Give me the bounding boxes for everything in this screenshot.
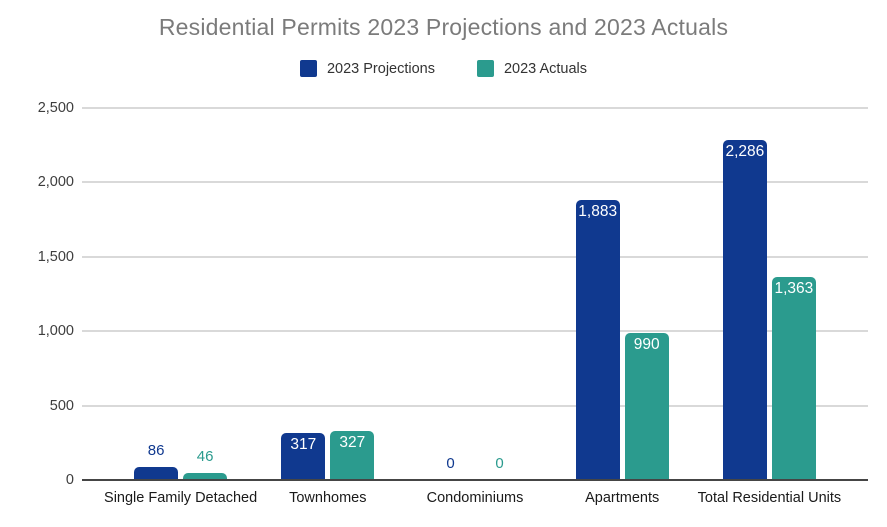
legend-swatch-icon (476, 60, 494, 77)
bar-group: 1,883 990 Apartments (549, 108, 696, 506)
bar-group: 0 0 Condominiums (401, 108, 548, 506)
bar-group: 317 327 Townhomes (254, 108, 401, 506)
bars-row: 86 46 Single Family Detached 317 327 Townhome… (82, 108, 868, 506)
bar-2023-actuals[interactable]: 1,363 (771, 277, 816, 480)
y-axis-tick-label: 1,500 (37, 248, 74, 265)
bar-2023-actuals[interactable]: 46 (183, 448, 228, 480)
x-axis-category-label: Townhomes (289, 490, 367, 506)
gridline (82, 107, 868, 109)
y-axis-tick-label: 1,000 (37, 323, 74, 340)
gridline (82, 330, 868, 333)
y-axis-tick-label: 2,500 (37, 100, 74, 116)
x-axis-category-label: Total Residential Units (697, 490, 842, 506)
bar-value-label: 86 (147, 442, 165, 460)
bar-group: 86 46 Single Family Detached (104, 108, 257, 506)
bar-2023-actuals[interactable]: 327 (330, 431, 375, 480)
legend-item[interactable]: 2023 Projections (299, 60, 435, 77)
chart-title: Residential Permits 2023 Projections and… (158, 14, 729, 40)
x-axis-category-label: Condominiums (426, 490, 524, 506)
x-axis-category-label: Single Family Detached (104, 490, 258, 506)
bar-2023-projections[interactable]: 86 (134, 442, 179, 480)
bar-value-label: 1,883 (578, 202, 618, 220)
bar-value-label: 327 (339, 434, 366, 452)
legend-label: 2023 Actuals (503, 60, 588, 77)
bar-2023-projections[interactable]: 2,286 (722, 139, 767, 480)
bar-2023-actuals[interactable]: 990 (624, 332, 669, 480)
bar-value-label: 0 (446, 455, 455, 472)
legend-label: 2023 Projections (326, 60, 435, 77)
bar-value-label: 1,363 (774, 280, 814, 298)
gridline (82, 181, 868, 184)
gridline (82, 255, 868, 258)
bar-value-label: 46 (196, 448, 214, 466)
legend: 2023 Projections 2023 Actuals (0, 60, 887, 77)
bar-2023-projections[interactable]: 1,883 (575, 199, 620, 480)
y-axis-tick-label: 0 (65, 472, 74, 488)
legend-item[interactable]: 2023 Actuals (476, 60, 588, 77)
bar-value-label: 2,286 (725, 142, 765, 160)
x-axis-category-label: Apartments (585, 490, 660, 506)
x-axis-line (82, 479, 868, 481)
bar-2023-projections[interactable]: 317 (281, 432, 326, 480)
bar-value-label: 317 (290, 435, 317, 453)
y-axis-tick-label: 500 (49, 397, 74, 414)
bar-value-label: 990 (633, 335, 660, 353)
plot-area: 0 500 1,000 1,500 2,000 2,500 86 46 Single Famil… (38, 100, 868, 506)
bar-value-label: 0 (495, 455, 504, 472)
legend-swatch-icon (299, 60, 317, 77)
gridline (82, 404, 868, 407)
y-axis-tick-label: 2,000 (37, 174, 74, 191)
bar-group: 2,286 1,363 Total Residential Units (696, 108, 843, 506)
